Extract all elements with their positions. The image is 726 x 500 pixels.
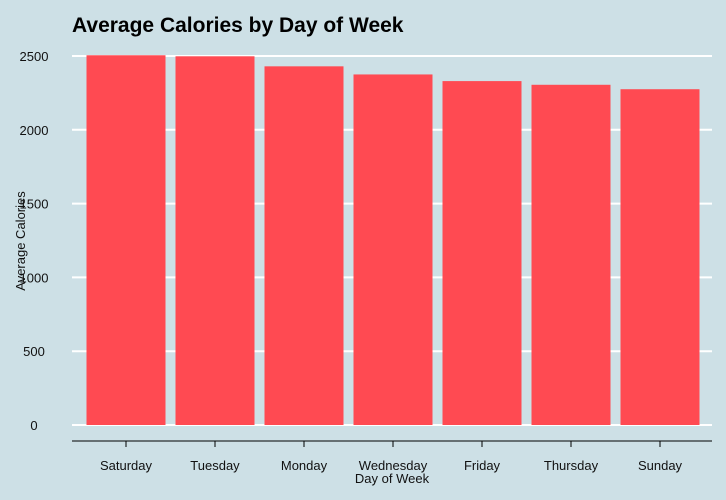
bar-thursday — [531, 84, 611, 426]
x-axis — [72, 440, 712, 447]
x-axis-ticks: Saturday Tuesday Monday Wednesday Friday Thur… — [100, 458, 683, 473]
y-axis-title: Average Calories — [13, 191, 28, 291]
bars — [86, 55, 700, 426]
y-tick-label: 0 — [30, 418, 37, 433]
y-tick-label: 1500 — [20, 197, 49, 212]
x-tick-label: Wednesday — [359, 458, 428, 473]
bar-friday — [442, 81, 522, 425]
bar-sunday — [620, 89, 700, 426]
y-tick-label: 2500 — [20, 49, 49, 64]
x-tick-label: Thursday — [544, 458, 599, 473]
x-tick-label: Tuesday — [190, 458, 240, 473]
bar-tuesday — [175, 56, 255, 426]
y-tick-label: 2000 — [20, 123, 49, 138]
x-tick-label: Sunday — [638, 458, 683, 473]
x-tick-label: Monday — [281, 458, 328, 473]
y-tick-label: 1000 — [20, 270, 49, 285]
bar-wednesday — [353, 74, 433, 425]
chart-title: Average Calories by Day of Week — [72, 14, 404, 37]
x-tick-label: Saturday — [100, 458, 153, 473]
x-tick-label: Friday — [464, 458, 501, 473]
y-tick-label: 500 — [23, 344, 45, 359]
y-axis-ticks: 0 500 1000 1500 2000 2500 — [20, 49, 49, 433]
x-axis-title: Day of Week — [355, 471, 430, 486]
bar-monday — [264, 66, 344, 425]
bar-saturday — [86, 55, 166, 426]
